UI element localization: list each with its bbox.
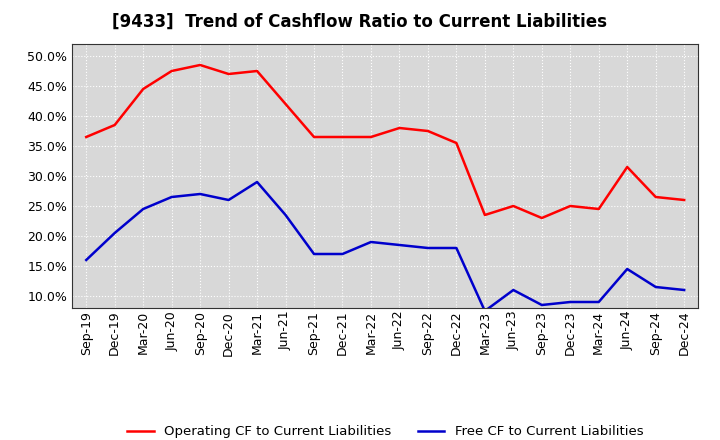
Operating CF to Current Liabilities <box>139 86 148 92</box>
Free CF to Current Liabilities <box>595 299 603 304</box>
Free CF to Current Liabilities <box>338 251 347 257</box>
Free CF to Current Liabilities <box>253 180 261 185</box>
Line: Free CF to Current Liabilities: Free CF to Current Liabilities <box>86 182 684 311</box>
Free CF to Current Liabilities <box>480 308 489 314</box>
Free CF to Current Liabilities <box>452 246 461 251</box>
Operating CF to Current Liabilities <box>225 71 233 77</box>
Operating CF to Current Liabilities <box>395 125 404 131</box>
Operating CF to Current Liabilities <box>310 134 318 139</box>
Operating CF to Current Liabilities <box>480 213 489 218</box>
Operating CF to Current Liabilities <box>566 203 575 209</box>
Free CF to Current Liabilities <box>366 239 375 245</box>
Free CF to Current Liabilities <box>680 287 688 293</box>
Free CF to Current Liabilities <box>225 198 233 203</box>
Operating CF to Current Liabilities <box>167 68 176 73</box>
Free CF to Current Liabilities <box>196 191 204 197</box>
Operating CF to Current Liabilities <box>423 128 432 134</box>
Free CF to Current Liabilities <box>82 257 91 263</box>
Operating CF to Current Liabilities <box>509 203 518 209</box>
Operating CF to Current Liabilities <box>652 194 660 200</box>
Free CF to Current Liabilities <box>566 299 575 304</box>
Free CF to Current Liabilities <box>282 213 290 218</box>
Operating CF to Current Liabilities <box>537 215 546 220</box>
Free CF to Current Liabilities <box>423 246 432 251</box>
Free CF to Current Liabilities <box>652 284 660 290</box>
Operating CF to Current Liabilities <box>196 62 204 68</box>
Line: Operating CF to Current Liabilities: Operating CF to Current Liabilities <box>86 65 684 218</box>
Free CF to Current Liabilities <box>167 194 176 200</box>
Operating CF to Current Liabilities <box>253 68 261 73</box>
Operating CF to Current Liabilities <box>338 134 347 139</box>
Operating CF to Current Liabilities <box>82 134 91 139</box>
Operating CF to Current Liabilities <box>595 206 603 212</box>
Operating CF to Current Liabilities <box>366 134 375 139</box>
Text: [9433]  Trend of Cashflow Ratio to Current Liabilities: [9433] Trend of Cashflow Ratio to Curren… <box>112 13 608 31</box>
Free CF to Current Liabilities <box>623 266 631 271</box>
Operating CF to Current Liabilities <box>623 165 631 170</box>
Free CF to Current Liabilities <box>139 206 148 212</box>
Free CF to Current Liabilities <box>110 231 119 236</box>
Legend: Operating CF to Current Liabilities, Free CF to Current Liabilities: Operating CF to Current Liabilities, Fre… <box>127 425 643 439</box>
Operating CF to Current Liabilities <box>110 122 119 128</box>
Free CF to Current Liabilities <box>509 287 518 293</box>
Operating CF to Current Liabilities <box>680 198 688 203</box>
Operating CF to Current Liabilities <box>282 101 290 106</box>
Free CF to Current Liabilities <box>537 302 546 308</box>
Free CF to Current Liabilities <box>395 242 404 248</box>
Free CF to Current Liabilities <box>310 251 318 257</box>
Operating CF to Current Liabilities <box>452 140 461 146</box>
